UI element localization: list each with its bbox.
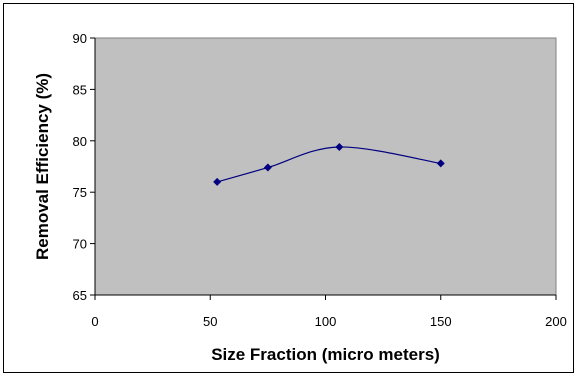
y-tick-label: 90 bbox=[73, 31, 87, 46]
series-markers bbox=[213, 142, 445, 186]
x-axis-ticks: 0 50 100 150 200 bbox=[91, 295, 567, 329]
y-tick-label: 80 bbox=[73, 134, 87, 149]
x-tick-label: 0 bbox=[91, 314, 98, 329]
data-point-marker bbox=[436, 159, 445, 168]
y-tick-label: 85 bbox=[73, 82, 87, 97]
x-axis-title: Size Fraction (micro meters) bbox=[211, 345, 440, 364]
data-point-marker bbox=[263, 163, 272, 172]
y-tick-label: 75 bbox=[73, 185, 87, 200]
plot-area bbox=[94, 37, 557, 296]
y-axis-title: Removal Efficiency (%) bbox=[33, 73, 52, 260]
y-tick-label: 70 bbox=[73, 237, 87, 252]
data-point-marker bbox=[213, 177, 222, 186]
x-tick-label: 100 bbox=[315, 314, 337, 329]
x-tick-label: 150 bbox=[430, 314, 452, 329]
x-tick-label: 200 bbox=[545, 314, 567, 329]
y-axis-ticks: 65 70 75 80 85 90 bbox=[73, 31, 95, 303]
series-line bbox=[217, 146, 441, 183]
x-tick-label: 50 bbox=[203, 314, 217, 329]
data-point-marker bbox=[335, 142, 344, 151]
y-tick-label: 65 bbox=[73, 288, 87, 303]
